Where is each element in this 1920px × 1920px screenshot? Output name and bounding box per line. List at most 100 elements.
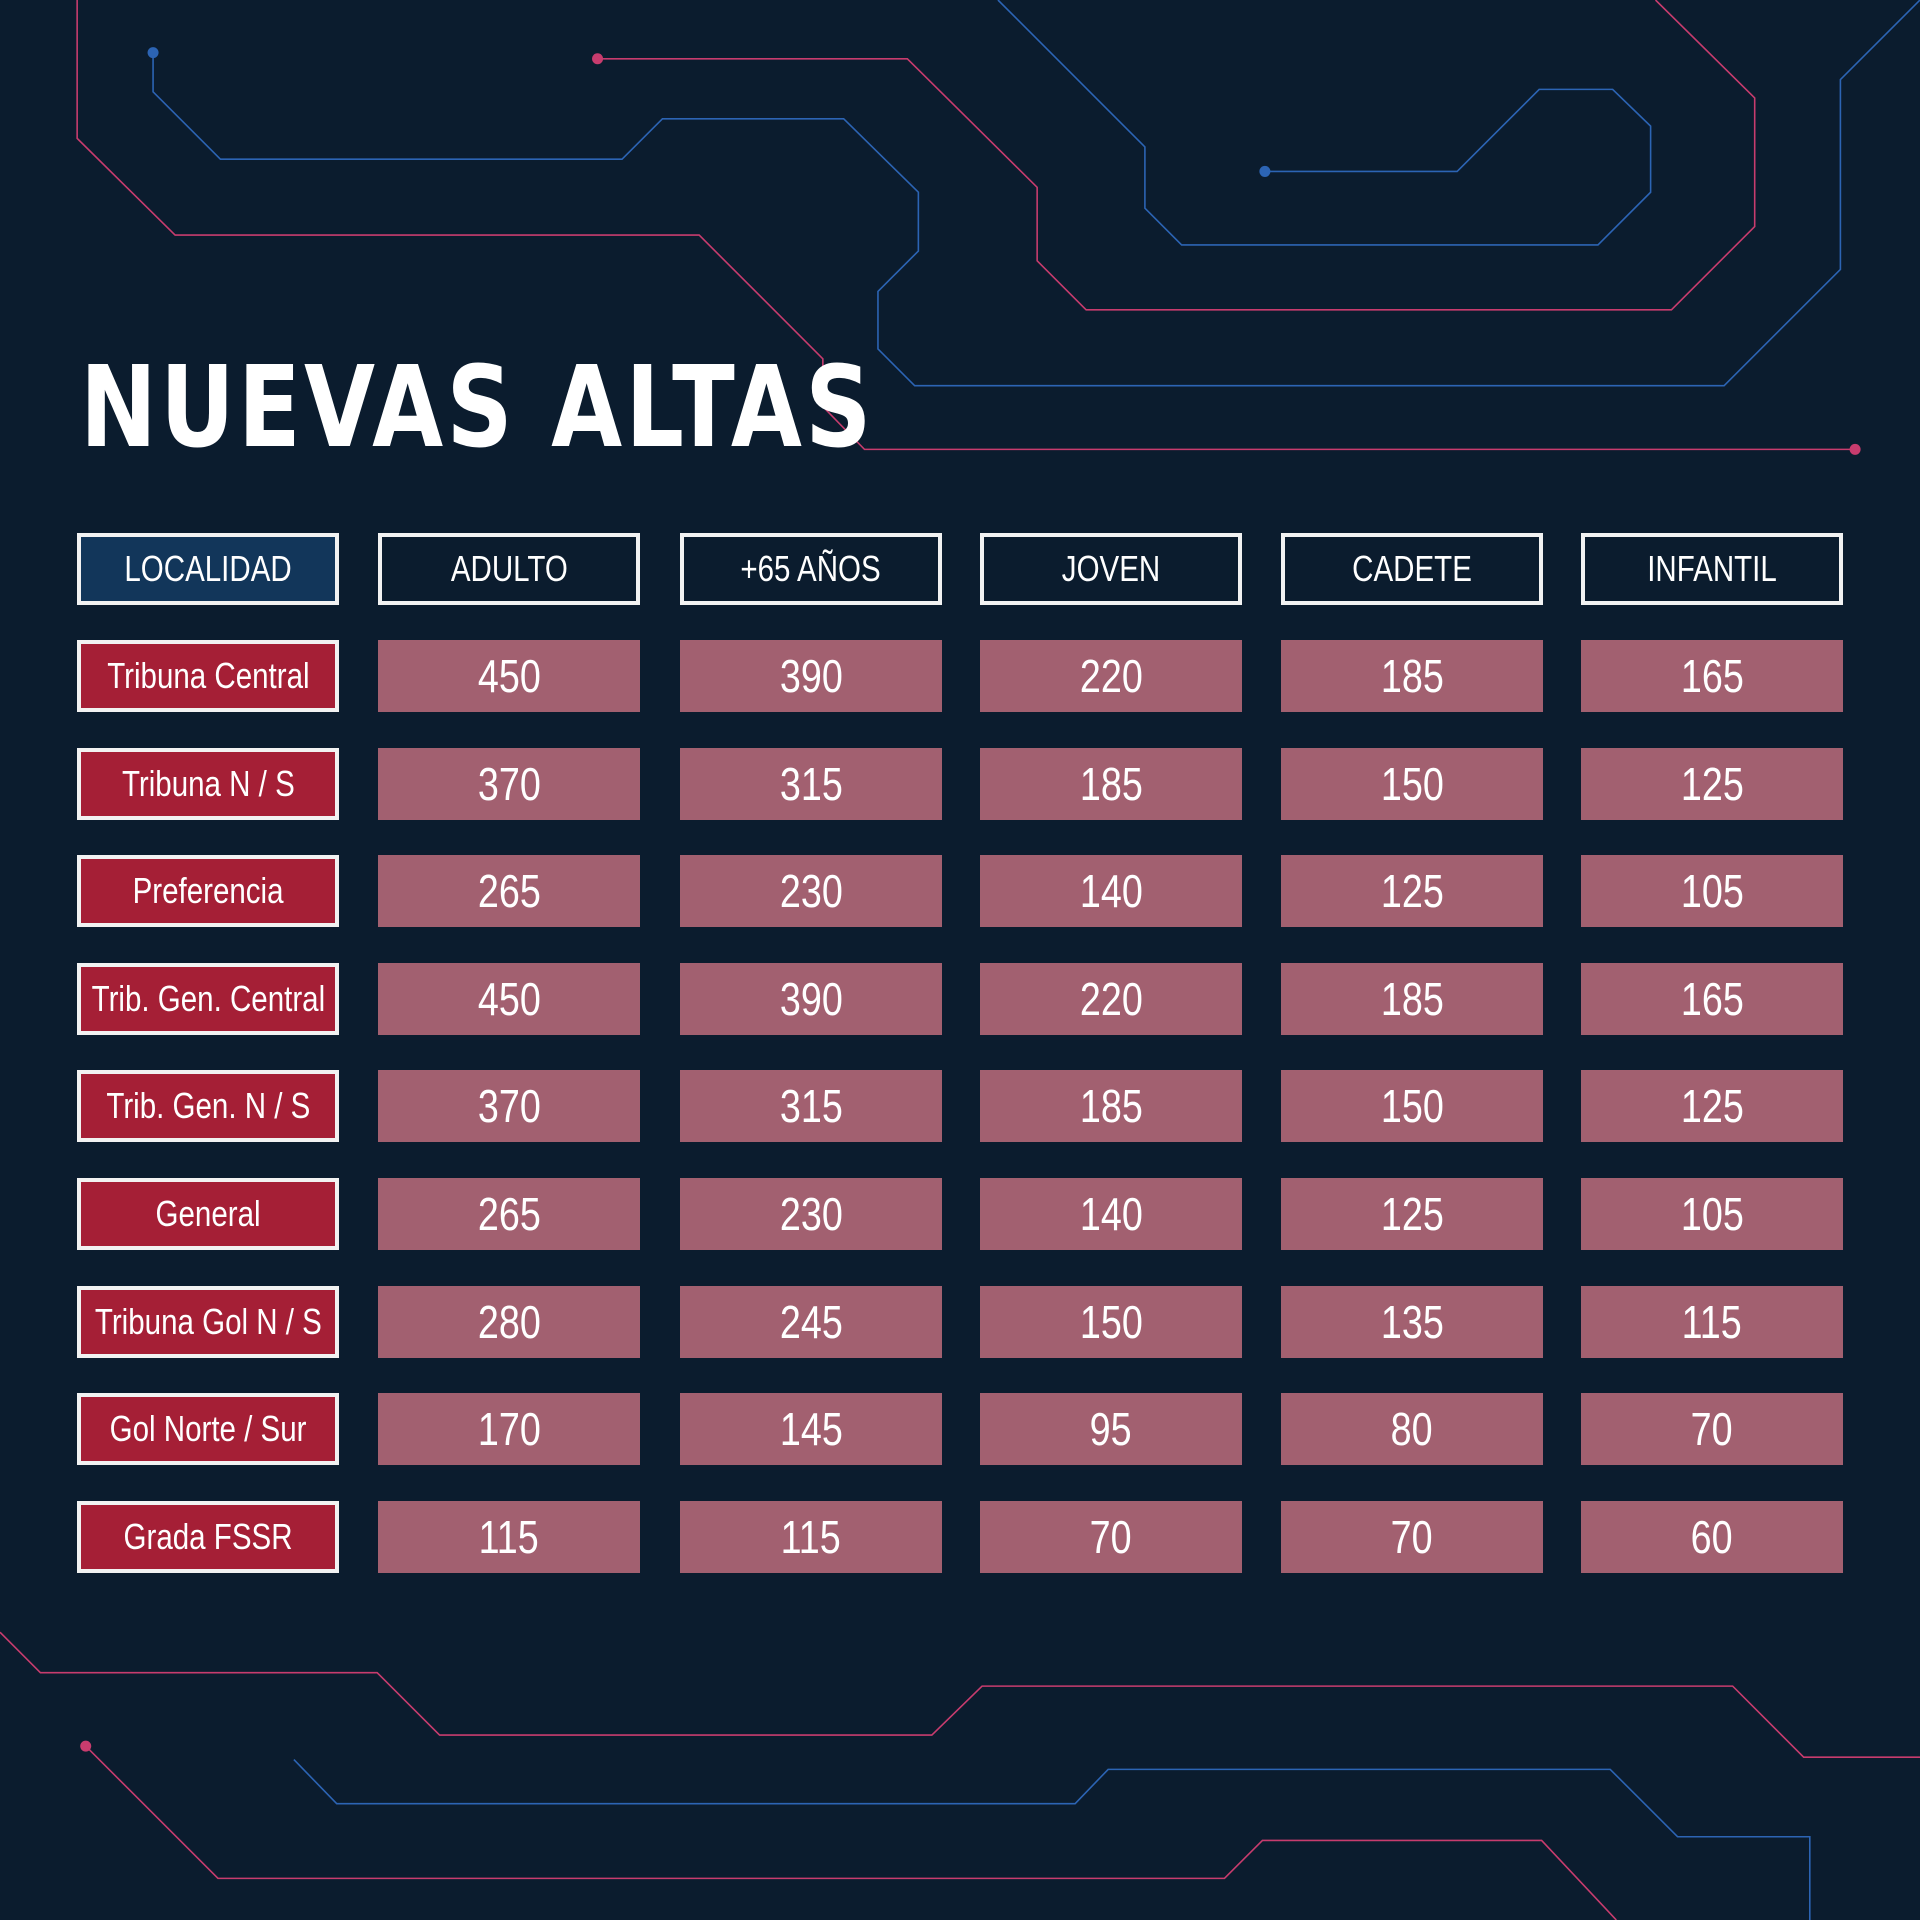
row-label-text: Trib. Gen. Central	[91, 977, 325, 1019]
price-cell: 125	[1281, 855, 1543, 928]
price-cell-text: 220	[1079, 972, 1143, 1025]
price-cell-text: 165	[1680, 972, 1744, 1025]
price-cell: 265	[378, 1178, 640, 1250]
price-cell-text: 115	[780, 1510, 842, 1563]
column-header: CADETE	[1281, 533, 1543, 605]
price-cell: 370	[378, 747, 640, 820]
price-cell-text: 135	[1380, 1295, 1444, 1348]
price-cell: 185	[980, 1070, 1242, 1143]
price-cell: 150	[1281, 1070, 1543, 1143]
price-cell-text: 125	[1380, 1188, 1444, 1240]
price-cell-text: 140	[1079, 1188, 1143, 1240]
price-cell-text: 450	[477, 972, 541, 1025]
row-label: Tribuna Central	[77, 640, 339, 712]
row-label-text: Gol Norte / Sur	[109, 1408, 307, 1450]
price-cell: 70	[1581, 1393, 1843, 1466]
price-cell: 70	[1281, 1500, 1543, 1573]
column-header-text: INFANTIL	[1647, 548, 1777, 589]
price-cell-text: 185	[1079, 1080, 1143, 1133]
price-cell-text: 315	[779, 757, 843, 810]
row-label-text: Grada FSSR	[123, 1515, 293, 1557]
row-label-text: Tribuna Central	[106, 655, 310, 696]
price-cell: 165	[1581, 962, 1843, 1035]
price-cell-text: 150	[1380, 757, 1444, 810]
row-label-text: Preferencia	[132, 870, 284, 912]
price-cell-text: 95	[1090, 1403, 1132, 1456]
column-header: +65 AÑOS	[680, 533, 942, 605]
row-label: General	[77, 1178, 339, 1250]
row-label: Tribuna Gol N / S	[77, 1285, 339, 1358]
price-cell-text: 280	[477, 1295, 541, 1348]
price-cell: 230	[680, 1178, 942, 1250]
price-cell-text: 115	[478, 1510, 540, 1563]
price-cell-text: 230	[779, 865, 843, 918]
column-header: LOCALIDAD	[77, 533, 339, 605]
price-cell: 280	[378, 1285, 640, 1358]
column-header: JOVEN	[980, 533, 1242, 605]
price-cell-text: 315	[779, 1080, 843, 1133]
price-cell-text: 125	[1380, 865, 1444, 918]
price-cell: 60	[1581, 1500, 1843, 1573]
price-cell-text: 390	[779, 650, 843, 702]
price-cell: 185	[1281, 640, 1543, 712]
price-cell: 220	[980, 962, 1242, 1035]
price-cell: 390	[680, 640, 942, 712]
price-cell: 220	[980, 640, 1242, 712]
column-header: INFANTIL	[1581, 533, 1843, 605]
price-cell-text: 70	[1391, 1510, 1433, 1563]
page-title: NUEVAS ALTAS	[80, 343, 875, 473]
price-cell-text: 70	[1691, 1403, 1733, 1456]
row-label: Trib. Gen. Central	[77, 962, 339, 1035]
column-header: ADULTO	[378, 533, 640, 605]
price-cell: 450	[378, 640, 640, 712]
price-cell: 145	[680, 1393, 942, 1466]
price-cell-text: 115	[1681, 1295, 1743, 1348]
price-cell-text: 105	[1680, 1188, 1744, 1240]
price-cell: 150	[980, 1285, 1242, 1358]
column-header-text: ADULTO	[450, 548, 568, 589]
price-cell: 125	[1581, 1070, 1843, 1143]
row-label: Preferencia	[77, 855, 339, 928]
price-cell: 165	[1581, 640, 1843, 712]
price-cell-text: 70	[1090, 1510, 1132, 1563]
price-cell: 105	[1581, 1178, 1843, 1250]
price-cell: 80	[1281, 1393, 1543, 1466]
row-label: Gol Norte / Sur	[77, 1393, 339, 1466]
price-cell-text: 150	[1380, 1080, 1444, 1133]
price-cell-text: 140	[1079, 865, 1143, 918]
price-cell: 140	[980, 855, 1242, 928]
column-header-text: +65 AÑOS	[740, 548, 882, 589]
price-cell-text: 230	[779, 1188, 843, 1240]
price-cell: 135	[1281, 1285, 1543, 1358]
price-cell-text: 390	[779, 972, 843, 1025]
price-cell: 95	[980, 1393, 1242, 1466]
row-label-text: General	[155, 1193, 261, 1234]
price-cell-text: 165	[1680, 650, 1744, 702]
price-cell: 150	[1281, 747, 1543, 820]
price-cell: 230	[680, 855, 942, 928]
price-cell-text: 220	[1079, 650, 1143, 702]
price-cell: 125	[1281, 1178, 1543, 1250]
price-cell-text: 105	[1680, 865, 1744, 918]
column-header-text: LOCALIDAD	[124, 548, 292, 589]
price-cell: 140	[980, 1178, 1242, 1250]
price-cell: 115	[378, 1500, 640, 1573]
price-cell: 170	[378, 1393, 640, 1466]
row-label-text: Tribuna Gol N / S	[94, 1300, 322, 1342]
price-cell: 115	[1581, 1285, 1843, 1358]
row-label: Grada FSSR	[77, 1500, 339, 1573]
price-cell: 115	[680, 1500, 942, 1573]
price-cell: 315	[680, 747, 942, 820]
price-cell: 125	[1581, 747, 1843, 820]
price-cell-text: 370	[477, 757, 541, 810]
price-cell: 390	[680, 962, 942, 1035]
price-cell: 245	[680, 1285, 942, 1358]
price-cell: 315	[680, 1070, 942, 1143]
price-cell: 70	[980, 1500, 1242, 1573]
price-cell: 105	[1581, 855, 1843, 928]
price-cell-text: 450	[477, 650, 541, 702]
price-cell-text: 265	[477, 1188, 541, 1240]
price-cell-text: 150	[1079, 1295, 1143, 1348]
price-cell-text: 125	[1680, 757, 1744, 810]
